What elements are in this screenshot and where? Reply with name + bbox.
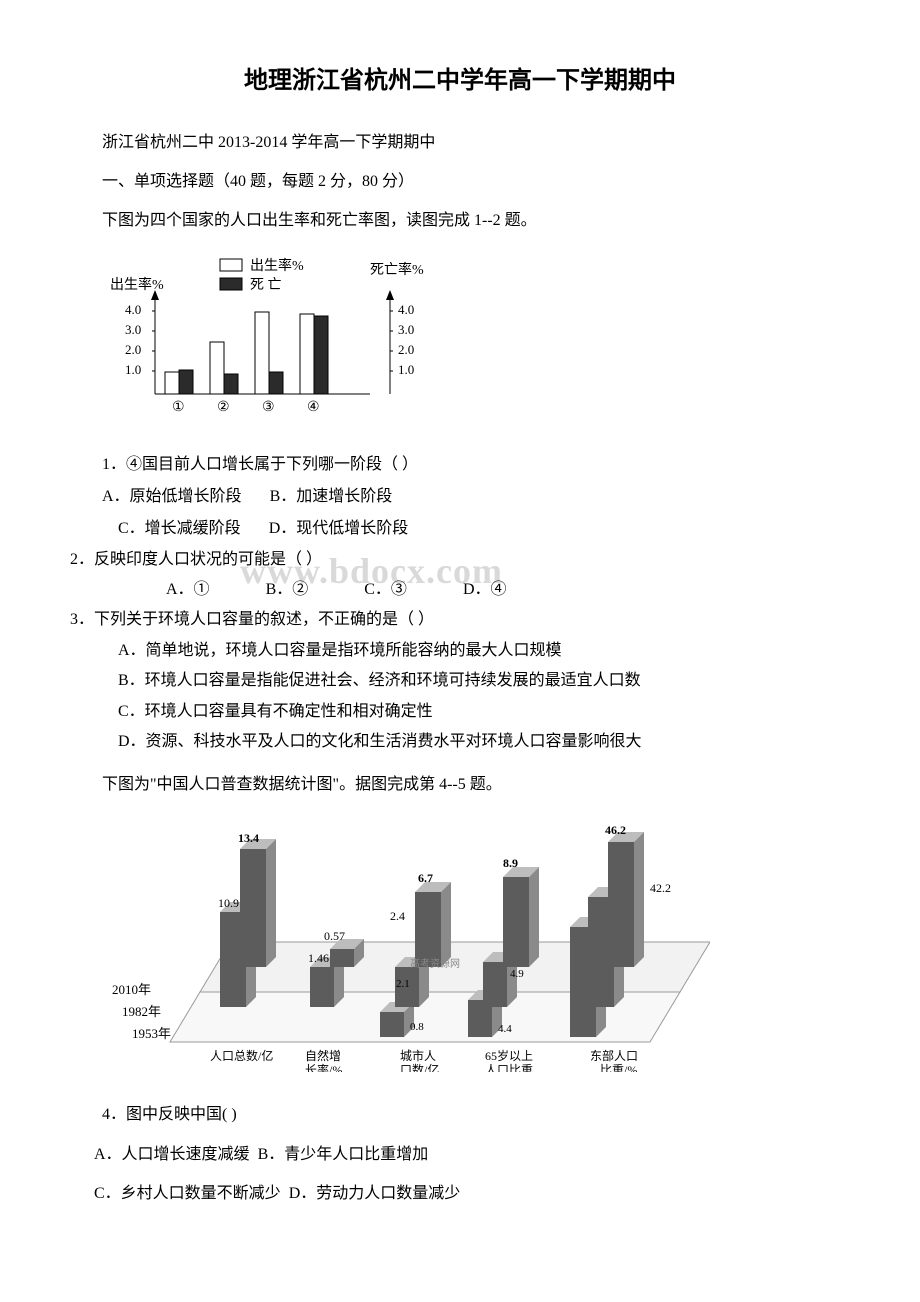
q1-optC: C．增长减缓阶段: [118, 520, 241, 537]
xcat-4a: 65岁以上: [485, 1048, 533, 1063]
q3-stem: 3．下列关于环境人口容量的叙述，不正确的是（ ）: [70, 605, 850, 635]
q4-row1: A．人口增长速度减缓 B．青少年人口比重增加: [70, 1137, 850, 1172]
val-1953-urban-b: 2.1: [396, 978, 410, 990]
right-axis-title: 死亡率%: [370, 261, 424, 278]
cat-2: ②: [217, 400, 230, 415]
q1-optB: B．加速增长阶段: [270, 488, 393, 505]
xcat-5a: 东部人口: [590, 1048, 638, 1063]
page-title: 地理浙江省杭州二中学年高一下学期期中: [70, 60, 850, 95]
xcat-2b: 长率/%: [305, 1062, 342, 1072]
q1-row2: C．增长减缓阶段 D．现代低增长阶段: [70, 513, 850, 545]
q4-optB: B．青少年人口比重增加: [258, 1146, 429, 1163]
val-1953-east: 42.2: [650, 881, 671, 895]
cat-1: ①: [172, 400, 185, 415]
year-2010: 2010年: [112, 982, 151, 997]
xcat-5b: 比重/%: [600, 1063, 637, 1072]
xcat-3a: 城市人: [400, 1048, 436, 1063]
birth-death-chart: 出生率% 死 亡 出生率% 死亡率% 4.0 3.0 2.0 1.0 4.0 3…: [110, 254, 850, 424]
ltick-2: 2.0: [125, 342, 141, 357]
q4-optD: D．劳动力人口数量减少: [289, 1185, 461, 1202]
legend-death-swatch: [220, 278, 242, 290]
intro-line-3: 下图为四个国家的人口出生率和死亡率图，读图完成 1--2 题。: [70, 203, 850, 238]
chart2-svg: 2010年 1982年 1953年 10.9 13.4 1.46: [110, 812, 710, 1072]
q2-optB: B．②: [218, 575, 309, 605]
bar-2010-urban: [415, 882, 451, 967]
val-2010-rate: 0.57: [324, 929, 345, 943]
bar-birth-1: [165, 372, 179, 394]
q3-optD: D．资源、科技水平及人口的文化和生活消费水平对环境人口容量影响很大: [70, 727, 850, 757]
bar-2010-pop: [240, 839, 276, 967]
q4-row2: C．乡村人口数量不断减少 D．劳动力人口数量减少: [70, 1176, 850, 1211]
val-1953-elder: 4.4: [498, 1023, 512, 1035]
cat-3: ③: [262, 400, 275, 415]
xcat-3b: 口数/亿: [400, 1062, 439, 1072]
bar-death-3: [269, 372, 283, 394]
year-1982: 1982年: [122, 1004, 161, 1019]
legend-birth-label: 出生率%: [250, 257, 304, 274]
intro-chart2: 下图为"中国人口普查数据统计图"。据图完成第 4--5 题。: [70, 767, 850, 802]
q2-optC: C．③: [316, 575, 407, 605]
q2-optA: A．①: [118, 575, 210, 605]
ltick-4: 4.0: [125, 302, 141, 317]
q4-optC: C．乡村人口数量不断减少: [94, 1185, 281, 1202]
val-2010-elder: 8.9: [503, 856, 518, 870]
val-2010-east: 46.2: [605, 823, 626, 837]
intro-line-2: 一、单项选择题（40 题，每题 2 分，80 分）: [70, 164, 850, 199]
val-1982-rate: 1.46: [308, 951, 329, 965]
q3-optC: C．环境人口容量具有不确定性和相对确定性: [70, 697, 850, 727]
legend-death-label: 死 亡: [250, 277, 282, 293]
bar-2010-east: [608, 832, 644, 967]
val-2010-urban: 6.7: [418, 871, 433, 885]
q2-options: A．① B．② C．③ D．④: [70, 575, 850, 605]
legend-birth-swatch: [220, 259, 242, 271]
bar-birth-4: [300, 314, 314, 394]
q1-optD: D．现代低增长阶段: [269, 520, 409, 537]
ltick-3: 3.0: [125, 322, 141, 337]
q2-stem: 2．反映印度人口状况的可能是（ ）: [70, 545, 850, 575]
val-1982-elder: 4.9: [510, 968, 524, 980]
bar-death-4: [314, 316, 328, 394]
bar-1953-urban: [380, 1002, 414, 1037]
xcat-1: 人口总数/亿: [210, 1048, 273, 1063]
val-1953-urban-a: 0.8: [410, 1021, 424, 1033]
year-1953: 1953年: [132, 1026, 171, 1041]
left-axis-title: 出生率%: [110, 276, 164, 293]
val-2010-pop: 13.4: [238, 831, 259, 845]
right-axis-arrow: [386, 290, 394, 300]
q1-optA: A．原始低增长阶段: [102, 488, 242, 505]
rtick-1: 1.0: [398, 362, 414, 377]
q3-optA: A．简单地说，环境人口容量是指环境所能容纳的最大人口规模: [70, 636, 850, 666]
q3-optB: B．环境人口容量是指能促进社会、经济和环境可持续发展的最适宜人口数: [70, 666, 850, 696]
rtick-2: 2.0: [398, 342, 414, 357]
bar-death-2: [224, 374, 238, 394]
rtick-4: 4.0: [398, 302, 414, 317]
xcat-2a: 自然增: [305, 1048, 341, 1063]
cat-4: ④: [307, 400, 320, 415]
bar-birth-2: [210, 342, 224, 394]
rtick-3: 3.0: [398, 322, 414, 337]
ltick-1: 1.0: [125, 362, 141, 377]
q1-row1: A．原始低增长阶段 B．加速增长阶段: [70, 481, 850, 513]
bar-birth-3: [255, 312, 269, 394]
val-1982-pop: 10.9: [218, 896, 239, 910]
q4-optA: A．人口增长速度减缓: [94, 1146, 250, 1163]
inner-watermark: 高考资源网: [410, 957, 460, 970]
intro-line-1: 浙江省杭州二中 2013-2014 学年高一下学期期中: [70, 125, 850, 160]
chart1-svg: 出生率% 死 亡 出生率% 死亡率% 4.0 3.0 2.0 1.0 4.0 3…: [110, 254, 450, 424]
census-chart: 2010年 1982年 1953年 10.9 13.4 1.46: [110, 812, 850, 1077]
q1-stem: 1．④国目前人口增长属于下列哪一阶段（ ）: [70, 449, 850, 481]
bar-2010-elder: [503, 867, 539, 967]
q4-stem: 4．图中反映中国( ): [70, 1097, 850, 1132]
bar-death-1: [179, 370, 193, 394]
q2-optD: D．④: [415, 575, 507, 605]
xcat-4b: 人口比重: [485, 1063, 533, 1072]
val-1982-urban: 2.4: [390, 909, 405, 923]
